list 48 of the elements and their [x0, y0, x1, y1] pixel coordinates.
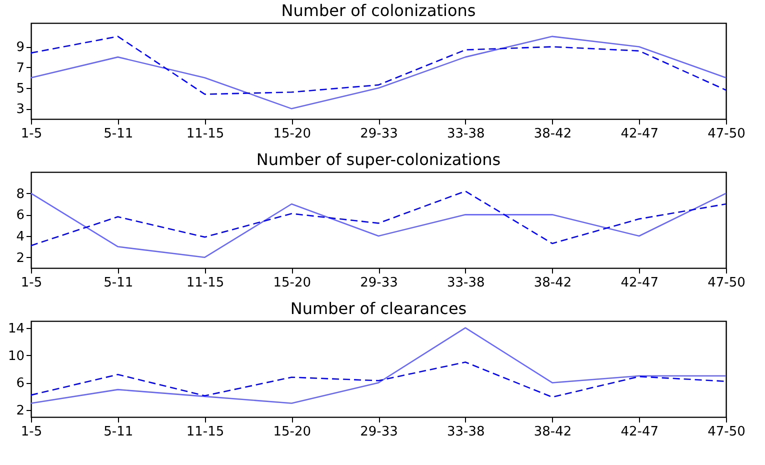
y-tick-label: 4: [16, 230, 24, 244]
x-tick-label: 38-42: [534, 424, 572, 440]
y-tick-label: 14: [8, 321, 24, 336]
chart-title: Number of super-colonizations: [256, 150, 501, 169]
x-tick-label: 47-50: [708, 424, 746, 440]
x-tick-label: 11-15: [186, 126, 224, 142]
x-tick-label: 33-38: [446, 276, 485, 290]
line-series: [30, 327, 727, 404]
x-tick-label: 38-42: [534, 276, 572, 290]
x-tick-label: 47-50: [708, 276, 746, 290]
x-tick-label: 5-11: [104, 126, 134, 142]
y-tick-label: 7: [16, 60, 24, 76]
y-tick-label: 3: [16, 102, 24, 118]
line-series: [30, 361, 727, 398]
x-tick-label: 5-11: [104, 276, 134, 290]
line-series: [30, 190, 727, 246]
x-tick-label: 42-47: [620, 276, 659, 290]
x-tick-label: 33-38: [446, 424, 485, 440]
x-tick-label: 29-33: [360, 424, 398, 440]
chart-title: Number of clearances: [290, 299, 467, 318]
x-tick-label: 38-42: [534, 126, 572, 142]
line-series: [30, 36, 727, 110]
x-tick-label: 1-5: [20, 126, 42, 142]
y-tick-label: 5: [16, 82, 24, 97]
x-tick-label: 15-20: [273, 126, 312, 142]
line-series: [30, 36, 727, 95]
x-tick-label: 1-5: [20, 276, 42, 290]
y-tick-label: 2: [16, 404, 24, 419]
x-tick-label: 29-33: [360, 126, 398, 142]
x-tick-label: 42-47: [620, 424, 659, 440]
x-tick-label: 42-47: [620, 126, 659, 142]
y-tick-label: 2: [16, 250, 24, 266]
x-tick-label: 29-33: [360, 276, 398, 290]
line-series: [30, 192, 727, 258]
x-tick-label: 1-5: [20, 424, 42, 440]
x-tick-label: 11-15: [186, 424, 224, 440]
x-tick-label: 11-15: [186, 276, 224, 290]
y-tick-label: 10: [8, 348, 24, 364]
y-tick-label: 6: [16, 208, 24, 224]
chart-title: Number of colonizations: [281, 1, 476, 20]
x-tick-label: 33-38: [446, 126, 485, 142]
x-tick-label: 5-11: [104, 424, 134, 440]
y-tick-label: 8: [16, 186, 24, 202]
x-tick-label: 15-20: [273, 276, 312, 290]
y-tick-label: 6: [16, 376, 24, 392]
x-tick-label: 15-20: [273, 424, 312, 440]
y-tick-label: 9: [16, 40, 24, 56]
x-tick-label: 47-50: [708, 126, 746, 142]
